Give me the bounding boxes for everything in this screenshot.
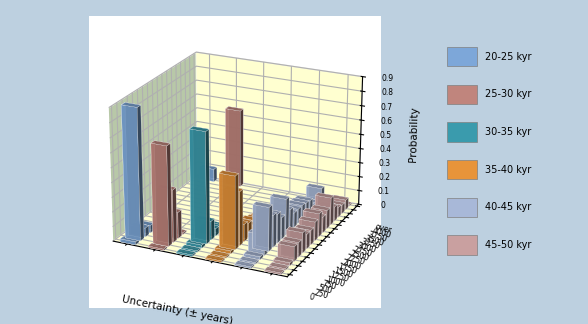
Text: 20-25 kyr: 20-25 kyr bbox=[485, 52, 531, 62]
FancyBboxPatch shape bbox=[447, 198, 477, 217]
FancyBboxPatch shape bbox=[447, 85, 477, 104]
FancyBboxPatch shape bbox=[447, 122, 477, 142]
FancyBboxPatch shape bbox=[447, 235, 477, 255]
X-axis label: Uncertainty (± years): Uncertainty (± years) bbox=[121, 295, 233, 324]
Text: 30-35 kyr: 30-35 kyr bbox=[485, 127, 531, 137]
FancyBboxPatch shape bbox=[447, 47, 477, 66]
Text: 25-30 kyr: 25-30 kyr bbox=[485, 89, 531, 99]
Text: 45-50 kyr: 45-50 kyr bbox=[485, 240, 531, 250]
Text: 40-45 kyr: 40-45 kyr bbox=[485, 202, 531, 212]
Text: 35-40 kyr: 35-40 kyr bbox=[485, 165, 531, 175]
FancyBboxPatch shape bbox=[447, 160, 477, 179]
